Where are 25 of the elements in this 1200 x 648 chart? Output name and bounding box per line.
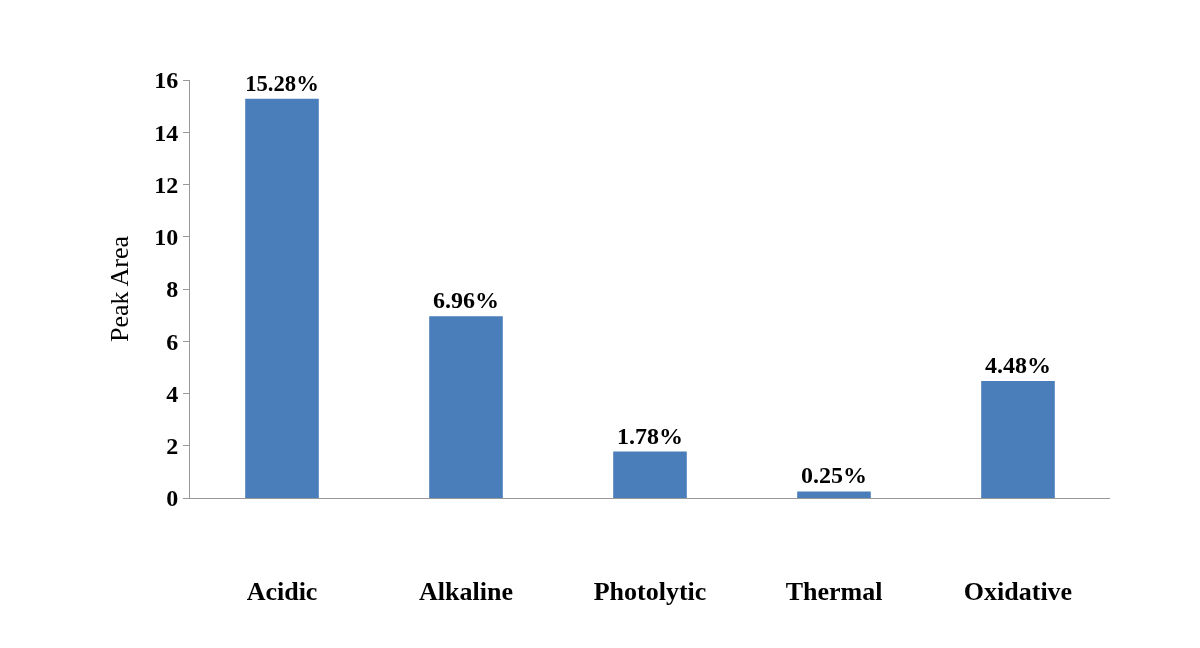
y-tick-label: 0 — [166, 485, 179, 512]
y-tick-label: 6 — [166, 328, 179, 355]
bar — [245, 98, 319, 498]
x-tick-label: Oxidative — [963, 577, 1073, 607]
y-tick-label: 12 — [154, 171, 179, 198]
data-label: 15.28% — [245, 71, 319, 97]
x-tick-label: Alkaline — [419, 577, 513, 607]
x-tick-label: Acidic — [246, 577, 318, 607]
y-axis-title: Peak Area — [105, 235, 134, 343]
data-label: 1.78% — [617, 422, 683, 449]
y-tick-label: 10 — [154, 224, 179, 251]
y-tick-label: 14 — [154, 119, 179, 146]
y-tick-label: 8 — [166, 276, 179, 303]
y-tick-label: 4 — [166, 380, 179, 407]
bar — [797, 491, 871, 498]
x-tick-label: Photolytic — [593, 577, 707, 607]
bar — [613, 451, 687, 498]
data-label: 0.25% — [801, 462, 867, 489]
bar — [981, 380, 1055, 498]
y-tick-label: 2 — [166, 433, 179, 460]
x-tick-label: Thermal — [785, 577, 883, 607]
bar — [429, 316, 503, 498]
data-label: 6.96% — [433, 287, 499, 314]
y-tick-label: 16 — [154, 67, 179, 94]
data-label: 4.48% — [985, 351, 1051, 378]
